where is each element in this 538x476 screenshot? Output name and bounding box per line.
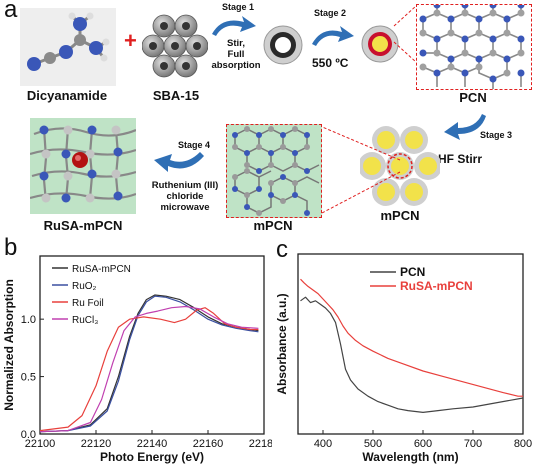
stage4-desc-line2: chloride: [166, 191, 204, 202]
pcn-filled-pore: [360, 24, 400, 69]
x-tick-label: 22140: [137, 438, 168, 450]
y-axis-label: Normalized Absorption: [2, 279, 16, 411]
series-line-pcn: [300, 296, 524, 413]
series-line-rusa-mpcn: [300, 278, 523, 397]
stage4-description: Ruthenium (III) chloride microwave: [140, 180, 230, 213]
x-tick-label: 22160: [193, 438, 224, 450]
mpcn-hex-cluster: [358, 124, 442, 213]
stage3-label: Stage 3: [480, 130, 513, 140]
mpcn-right-label: mPCN: [380, 208, 420, 223]
x-axis-label: Photo Energy (eV): [100, 450, 204, 464]
rusa-label: RuSA-mPCN: [43, 218, 123, 233]
series-line-rucl3: [39, 305, 259, 433]
mpcn-mid-label: mPCN: [253, 218, 293, 233]
pcn-zoom-box: [416, 1, 532, 90]
stage2-arrow-icon: [308, 22, 356, 53]
x-tick-label: 400: [314, 438, 332, 450]
x-tick-label: 600: [414, 438, 432, 450]
plot-frame: [297, 253, 524, 435]
mpcn-zoom-box: [226, 124, 322, 218]
stage4-arrow-icon: [152, 148, 208, 181]
x-tick-label: 800: [514, 438, 532, 450]
stage1-label: Stage 1: [222, 2, 255, 12]
plus-sign: +: [124, 28, 137, 53]
dicyanamide-molecule-image: [20, 8, 116, 86]
x-tick-label: 22120: [81, 438, 112, 450]
panel-c-letter: c: [276, 236, 288, 263]
stage1-desc-line3: absorption: [211, 60, 261, 71]
single-pore-structure: [262, 24, 304, 71]
panel-a-letter: a: [4, 0, 18, 23]
legend-label: PCN: [400, 265, 425, 279]
y-tick-label: 0.0: [21, 429, 36, 441]
legend-label: RuO₂: [72, 281, 97, 292]
stage1-desc-line1: Stir,: [227, 38, 245, 49]
rusa-mpcn-structure: [29, 118, 137, 214]
sba15-label: SBA-15: [152, 88, 200, 103]
stage3-arrow-icon: [440, 112, 490, 149]
stage4-desc-line1: Ruthenium (III): [151, 180, 219, 191]
stage1-description: Stir, Full absorption: [206, 38, 266, 71]
stage1-desc-line2: Full: [227, 49, 245, 60]
y-axis-label: Absorbance (a.u.): [275, 293, 289, 394]
stage4-desc-line3: microwave: [160, 202, 210, 213]
stage1-arrow-icon: [208, 12, 258, 43]
legend-label: Ru Foil: [72, 298, 104, 309]
stage3-description: HF Stirr: [438, 152, 483, 166]
legend-label: RuSA-mPCN: [72, 264, 131, 275]
chart-c-uvvis: 400 500 600 700 800 Wavelength (nm) Absorbance…: [275, 253, 532, 464]
pcn-label: PCN: [459, 90, 487, 105]
x-tick-label: 500: [364, 438, 382, 450]
panel-b-letter: b: [4, 234, 18, 261]
zoom-lines-pcn: [393, 5, 417, 63]
dicyanamide-label: Dicyanamide: [26, 88, 108, 103]
x-axis-label: Wavelength (nm): [362, 450, 458, 464]
stage4-label: Stage 4: [178, 140, 211, 150]
zoom-lines-mpcn: [319, 125, 401, 215]
legend-label: RuCl₃: [72, 315, 98, 326]
x-tick-label: 22100: [25, 438, 56, 450]
y-tick-label: 1.0: [21, 314, 36, 326]
legend-label: RuSA-mPCN: [400, 279, 473, 293]
y-tick-label: 0.5: [21, 372, 36, 384]
x-tick-label: 700: [464, 438, 482, 450]
sba15-structure: [141, 12, 209, 87]
stage2-temperature: 550 ºC: [312, 56, 349, 70]
series-line-ru-foil: [39, 307, 259, 432]
stage2-label: Stage 2: [314, 8, 347, 18]
